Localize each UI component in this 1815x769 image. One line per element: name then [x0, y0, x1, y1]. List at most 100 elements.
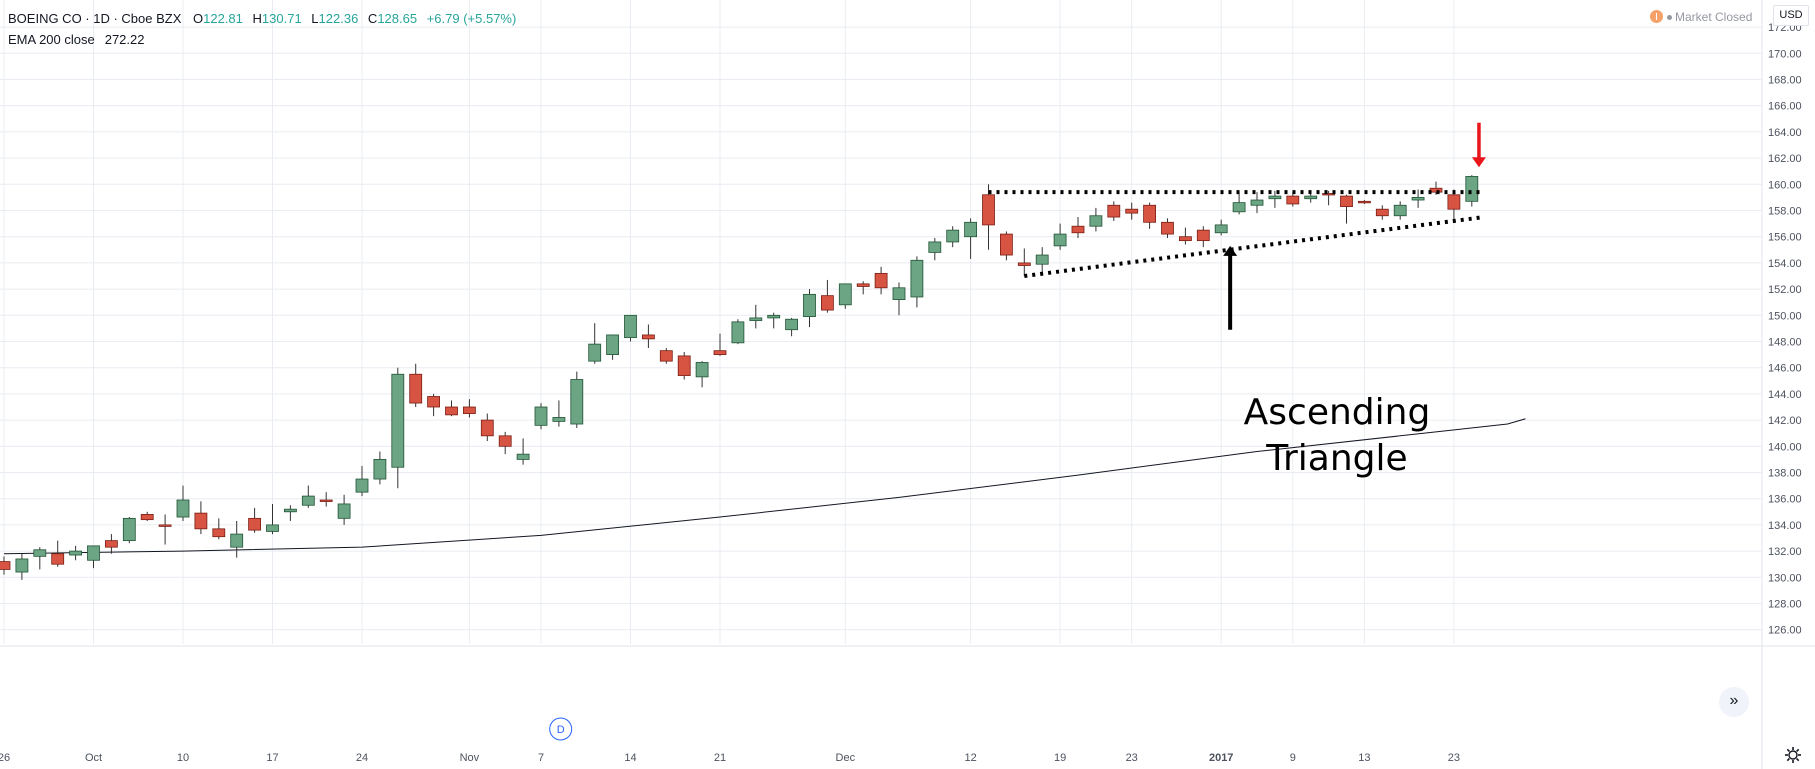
candle-down: [1017, 248, 1031, 276]
candle-up: [1232, 192, 1246, 215]
candle-body: [1447, 194, 1461, 210]
candle-up: [892, 282, 906, 316]
candle-body: [140, 514, 154, 521]
candle-up: [695, 361, 709, 388]
candle-down: [409, 363, 423, 407]
candle-up: [785, 317, 798, 337]
scroll-to-realtime-button[interactable]: »: [1719, 687, 1749, 717]
candle-down: [1322, 190, 1335, 206]
ema-label: EMA 200 close: [8, 32, 95, 47]
candle-up: [838, 283, 852, 309]
candle-down: [212, 518, 226, 540]
black-arrow-head: [1223, 245, 1238, 256]
candle-up: [266, 503, 279, 535]
candle-body: [1107, 204, 1121, 218]
y-tick-label: 162.00: [1768, 153, 1802, 165]
candle-body: [838, 283, 852, 306]
close-label: C: [367, 11, 378, 26]
candle-up: [15, 553, 29, 580]
dividend-marker-circle[interactable]: [549, 717, 573, 741]
candle-body: [713, 350, 727, 356]
candle-down: [874, 266, 888, 295]
candle-down: [1107, 201, 1121, 221]
dividend-marker[interactable]: D: [549, 717, 573, 741]
time-axis[interactable]: 26 Oct 10 17 24 Nov 7 14 21 Dec 12 19 23 2017 9 13 23: [0, 645, 1815, 764]
candle-body: [355, 478, 369, 493]
high-value: 130.71: [261, 11, 302, 26]
candle-body: [1465, 176, 1479, 202]
candle-body: [1411, 196, 1425, 201]
candle-down: [445, 400, 458, 417]
candle-body: [462, 406, 476, 414]
support-line: [1024, 215, 1485, 278]
y-tick-label: 172.00: [1768, 22, 1802, 34]
x-tick-label: Nov: [460, 752, 480, 764]
candle-down: [480, 413, 494, 442]
symbol-title[interactable]: BOEING CO · 1D · Cboe BZX: [8, 11, 182, 26]
candle-up: [749, 304, 763, 329]
candle-body: [0, 561, 11, 570]
y-tick-label: 128.00: [1768, 599, 1802, 611]
candle-body: [158, 524, 172, 527]
close-value: 128.65: [377, 11, 418, 26]
candle-up: [1393, 201, 1407, 220]
candle-body: [606, 334, 619, 356]
y-tick-label: 164.00: [1768, 127, 1802, 139]
open-label: O: [193, 11, 204, 26]
candle-body: [105, 540, 118, 548]
candle-down: [677, 351, 691, 380]
candle-body: [445, 406, 458, 416]
candle-body: [176, 499, 190, 518]
candle-down: [462, 399, 476, 418]
candle-down: [982, 184, 995, 250]
price-axis[interactable]: 126.00 128.00 130.00 132.00 134.00 136.00 138.…: [1761, 0, 1802, 769]
candle-body: [15, 558, 29, 573]
ema-value: 272.22: [104, 32, 145, 47]
candle-body: [319, 499, 333, 502]
gear-icon[interactable]: [1784, 746, 1802, 764]
candle-down: [51, 540, 65, 567]
candle-up: [1053, 223, 1067, 250]
candle-body: [659, 350, 673, 362]
annotation-text-line1: Ascending: [1244, 392, 1431, 433]
candle-down: [1161, 218, 1174, 239]
candle-body: [946, 229, 960, 243]
candle-body: [1304, 195, 1318, 200]
ema-200-line: [3, 418, 1526, 555]
candle-up: [552, 400, 566, 427]
x-tick-label: 17: [266, 752, 278, 764]
candle-body: [266, 524, 279, 532]
candle-body: [803, 293, 816, 318]
candle-body: [677, 355, 691, 376]
candle-body: [1196, 229, 1210, 242]
x-tick-label: 14: [624, 752, 636, 764]
candle-up: [767, 312, 781, 329]
ema-row[interactable]: EMA 200 close 272.22: [8, 29, 516, 50]
candle-body: [624, 314, 637, 338]
candle-body: [642, 334, 655, 340]
candle-body: [695, 362, 709, 378]
candle-body: [964, 221, 977, 238]
candle-body: [1089, 215, 1103, 227]
x-tick-label: Dec: [836, 752, 856, 764]
x-tick-label: 24: [356, 752, 368, 764]
candle-body: [1429, 187, 1443, 193]
candle-down: [427, 393, 441, 417]
x-tick-label: 21: [714, 752, 726, 764]
candle-body: [552, 417, 566, 422]
candle-up: [803, 289, 816, 328]
candle-up: [301, 485, 315, 508]
info-icon[interactable]: [1650, 10, 1663, 23]
y-tick-label: 144.00: [1768, 389, 1802, 401]
candle-body: [1375, 208, 1389, 217]
y-tick-label: 132.00: [1768, 546, 1802, 558]
status-dot-icon: [1667, 15, 1672, 20]
candle-up: [230, 520, 244, 558]
annotation-text-line2: Triangle: [1265, 438, 1407, 479]
x-tick-label: Oct: [85, 752, 102, 764]
currency-badge[interactable]: USD: [1773, 5, 1809, 26]
candle-down: [1447, 189, 1461, 221]
candle-up: [355, 465, 369, 497]
candle-up: [283, 505, 297, 521]
